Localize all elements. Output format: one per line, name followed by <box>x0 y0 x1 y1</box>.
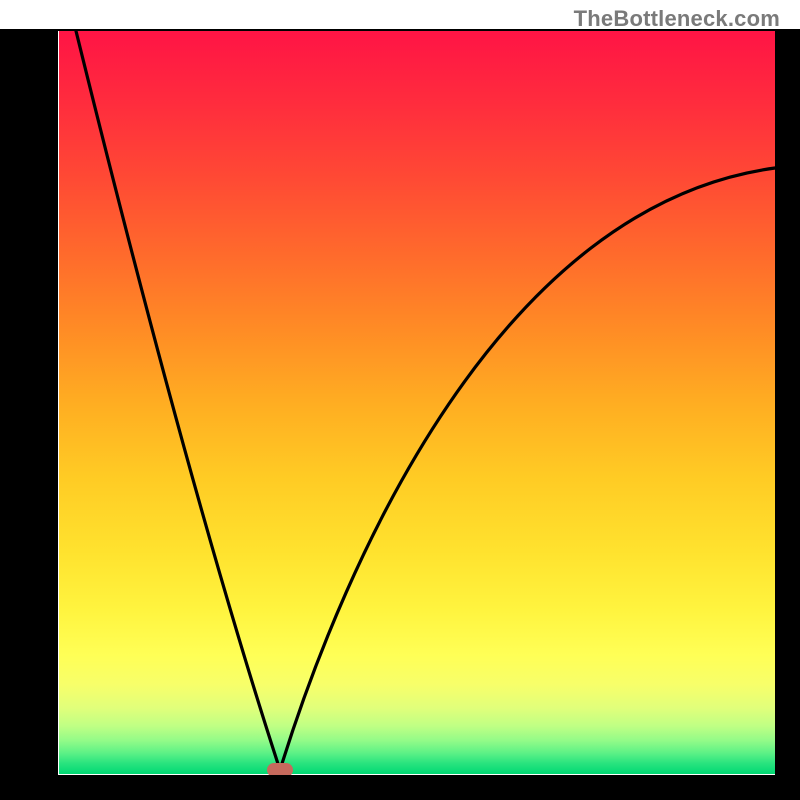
bottleneck-chart <box>0 0 800 800</box>
attribution-text: TheBottleneck.com <box>574 6 780 32</box>
frame-left <box>0 30 58 800</box>
frame-right <box>775 30 800 800</box>
vertex-marker <box>267 763 293 777</box>
frame-bottom <box>0 775 800 800</box>
gradient-background <box>59 31 775 774</box>
chart-container: TheBottleneck.com <box>0 0 800 800</box>
